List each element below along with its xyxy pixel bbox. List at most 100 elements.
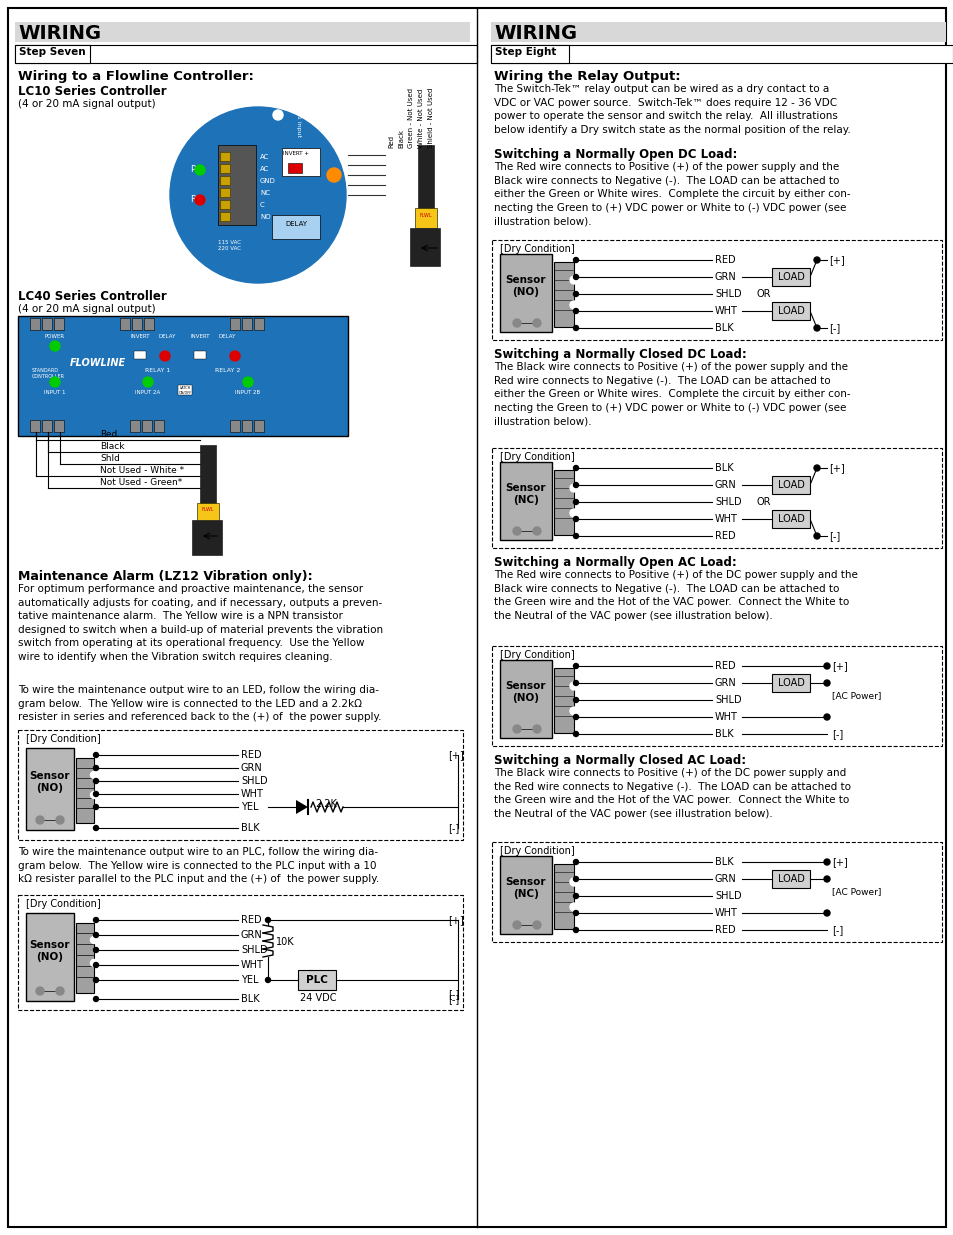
Text: LATCH
ON/OFF: LATCH ON/OFF [178,387,192,395]
Text: FLOWLINE: FLOWLINE [70,358,126,368]
Circle shape [569,706,578,715]
Bar [554,668,574,734]
Circle shape [573,483,578,488]
Bar [120,317,130,330]
Text: RED: RED [714,531,735,541]
Circle shape [823,680,829,685]
Circle shape [573,326,578,331]
Text: Switching a Normally Open DC Load:: Switching a Normally Open DC Load: [494,148,737,161]
Bar [26,913,74,1002]
Text: LC40 Series Controller: LC40 Series Controller [18,290,167,303]
Circle shape [573,927,578,932]
Circle shape [573,663,578,668]
Circle shape [56,816,64,824]
Bar [771,674,809,692]
Text: INVERT: INVERT [190,333,210,338]
Circle shape [243,377,253,387]
Text: GRN: GRN [241,930,262,940]
Text: [Dry Condition]: [Dry Condition] [26,734,101,743]
Bar [26,748,74,830]
Text: FLWL: FLWL [419,212,432,219]
Bar [220,164,230,173]
Circle shape [573,680,578,685]
Circle shape [170,107,346,283]
Bar [178,385,192,395]
Text: The Switch-Tek™ relay output can be wired as a dry contact to a
VDC or VAC power: The Switch-Tek™ relay output can be wire… [494,84,850,135]
Bar [491,44,568,63]
Circle shape [91,772,97,778]
Text: [+]: [+] [448,915,463,925]
Text: LOAD: LOAD [777,874,803,884]
Polygon shape [295,800,308,814]
Bar [499,659,552,739]
Text: The Black wire connects to Positive (+) of the DC power supply and
the Red wire : The Black wire connects to Positive (+) … [494,768,850,819]
Circle shape [93,752,98,757]
Circle shape [823,876,829,882]
Text: GRN: GRN [241,763,262,773]
Bar [499,856,552,934]
Circle shape [533,319,540,327]
Text: Shld: Shld [100,454,120,463]
Circle shape [813,257,820,263]
Text: [-]: [-] [448,989,458,999]
Text: Not Used - White *: Not Used - White * [100,466,184,475]
Text: SHLD: SHLD [714,496,740,508]
Text: Sensor
(NO): Sensor (NO) [505,275,546,298]
Text: BLK: BLK [241,994,259,1004]
Bar [272,215,319,240]
Circle shape [513,725,520,734]
Bar [18,895,462,1010]
Bar [230,420,240,432]
Circle shape [36,987,44,995]
Text: [AC Power]: [AC Power] [831,692,881,700]
Text: RED: RED [714,661,735,671]
Bar [42,317,52,330]
Text: R: R [190,195,195,204]
Circle shape [569,903,578,911]
Text: The Red wire connects to Positive (+) of the DC power supply and the
Black wire : The Red wire connects to Positive (+) of… [494,571,857,621]
Text: The Black wire connects to Positive (+) of the power supply and the
Red wire con: The Black wire connects to Positive (+) … [494,362,850,426]
Bar [76,758,94,823]
Text: Switching a Normally Open AC Load:: Switching a Normally Open AC Load: [494,556,736,569]
Bar [76,923,94,993]
Bar [288,163,302,173]
Text: C: C [260,203,265,207]
Bar [54,420,64,432]
Text: WHT: WHT [714,306,737,316]
Circle shape [93,997,98,1002]
Circle shape [143,377,152,387]
Circle shape [93,918,98,923]
Bar [220,177,230,185]
Bar [491,44,952,63]
Circle shape [93,932,98,937]
Bar [253,317,264,330]
Text: WHT: WHT [241,789,264,799]
Circle shape [533,527,540,535]
Circle shape [533,725,540,734]
Text: GRN: GRN [714,480,736,490]
Bar [771,869,809,888]
Bar [499,254,552,332]
Text: INVERT: INVERT [131,333,150,338]
Text: LOAD: LOAD [777,480,803,490]
Bar [554,864,574,929]
Bar [192,520,222,555]
Text: [-]: [-] [831,925,842,935]
Text: WHT: WHT [241,960,264,969]
Text: Switching a Normally Closed DC Load:: Switching a Normally Closed DC Load: [494,348,746,361]
Circle shape [93,962,98,967]
Text: POWER: POWER [45,333,65,338]
Bar [492,448,941,548]
Circle shape [573,877,578,882]
Bar [771,268,809,287]
Circle shape [573,291,578,296]
Text: [Dry Condition]: [Dry Condition] [499,650,574,659]
Text: [+]: [+] [448,750,463,760]
Bar [492,646,941,746]
Text: RED: RED [714,254,735,266]
Text: 2.2K: 2.2K [314,799,336,809]
Text: DELAY: DELAY [158,333,175,338]
Circle shape [573,534,578,538]
Circle shape [91,936,97,944]
Bar [242,317,252,330]
